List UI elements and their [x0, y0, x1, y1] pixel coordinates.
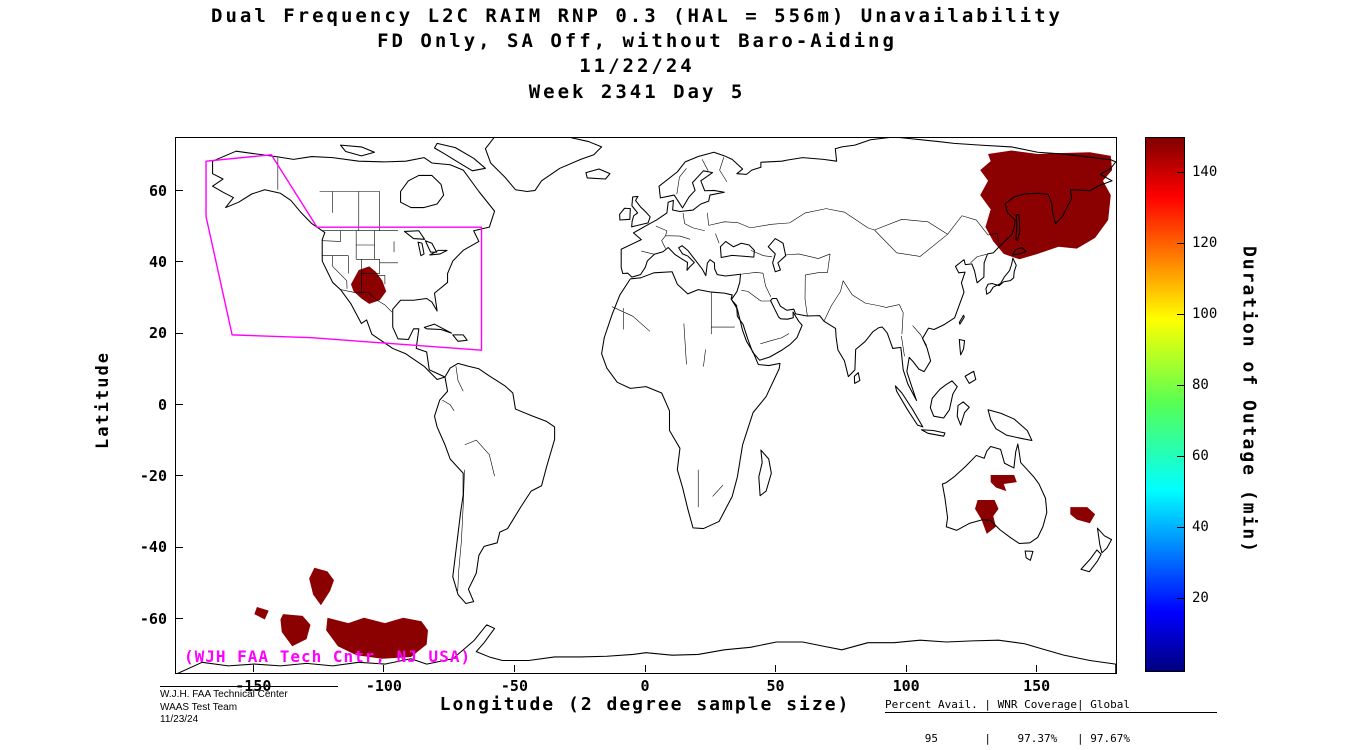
x-tick-mark [1036, 665, 1038, 672]
colorbar-tick-label: 60 [1192, 447, 1209, 464]
x-tick-mark [644, 665, 646, 672]
credits-line-3: 11/23/24 [160, 714, 199, 725]
y-tick-label: -40 [139, 538, 167, 557]
colorbar-tick-label: 140 [1192, 163, 1218, 180]
colorbar-tick-label: 120 [1192, 234, 1218, 251]
y-tick-label: -20 [139, 466, 167, 485]
plot-title-line-2: FD Only, SA Off, without Baro-Aiding [377, 30, 897, 52]
outage-region-northeast-asia [980, 150, 1113, 260]
colorbar-label: Duration of Outage (min) [1238, 245, 1260, 555]
outage-region-australia-south [975, 500, 999, 534]
colorbar-tick-mark [1177, 527, 1184, 529]
plot-title-line-1: Dual Frequency L2C RAIM RNP 0.3 (HAL = 5… [211, 5, 1063, 27]
outage-region-south-pacific-b [254, 607, 269, 620]
x-tick-mark [775, 665, 777, 672]
colorbar-tick-mark [1177, 314, 1184, 316]
y-tick-mark [176, 332, 183, 334]
colorbar-tick-mark [1177, 598, 1184, 600]
outage-region-tasman-east [1070, 507, 1096, 524]
outage-region-south-pacific-a [309, 567, 334, 606]
outage-region-us-southwest [350, 266, 387, 304]
colorbar-tick-mark [1177, 172, 1184, 174]
x-tick-mark [252, 665, 254, 672]
x-tick-mark [383, 665, 385, 672]
y-tick-mark [176, 475, 183, 477]
lakes-seas-outlines [401, 175, 786, 271]
credits-line-2: WAAS Test Team [160, 701, 238, 713]
outage-region-australia-north [990, 475, 1017, 492]
country-state-borders [278, 157, 999, 591]
y-tick-label: 0 [157, 395, 167, 414]
colorbar-tick-label: 80 [1192, 376, 1209, 393]
x-tick-label: 150 [1023, 677, 1051, 695]
africa-coastline [602, 272, 780, 529]
x-tick-label: 50 [766, 677, 785, 695]
world-map-svg [176, 138, 1116, 673]
north-america-coastline [213, 151, 495, 379]
south-america-coastline [435, 363, 555, 603]
y-tick-mark [176, 261, 183, 263]
outage-region-south-pacific-c [280, 614, 311, 647]
availability-table-row: 95 | 97.37% | 97.67% [885, 731, 1131, 745]
outage-regions-layer [254, 150, 1113, 659]
islands-coastlines [341, 143, 1112, 571]
credits-block: W.J.H. FAA Technical Center WAAS Test Te… [160, 686, 338, 727]
colorbar-tick-mark [1177, 456, 1184, 458]
y-tick-label: -60 [139, 609, 167, 628]
greenland-coastline [485, 138, 601, 192]
colorbar-tick-mark [1177, 385, 1184, 387]
eurasia-coastline [621, 138, 1116, 401]
x-tick-mark [513, 665, 515, 672]
x-tick-label: 0 [640, 677, 650, 695]
colorbar-tick-label: 40 [1192, 518, 1209, 535]
colorbar-tick-label: 100 [1192, 305, 1218, 322]
map-credit: (WJH FAA Tech Cntr, NJ USA) [184, 647, 472, 666]
y-tick-label: 20 [148, 324, 167, 343]
x-axis-label: Longitude (2 degree sample size) [439, 694, 851, 715]
waas-boundary-outline [206, 155, 481, 350]
credits-line-1: W.J.H. FAA Technical Center [160, 689, 288, 700]
x-tick-label: -150 [235, 677, 272, 695]
x-tick-label: -50 [500, 677, 528, 695]
x-tick-mark [905, 665, 907, 672]
availability-table: Percent Avail. | WNR Coverage| Global 95… [885, 681, 1217, 750]
waas-boundary-layer [206, 155, 481, 350]
x-tick-label: 100 [892, 677, 920, 695]
y-tick-mark [176, 546, 183, 548]
outage-region-south-pacific-d [326, 617, 428, 659]
y-tick-mark [176, 404, 183, 405]
antarctica-coastline [176, 625, 1115, 673]
x-tick-label: -100 [365, 677, 402, 695]
y-tick-label: 40 [148, 252, 167, 271]
colorbar [1145, 137, 1185, 672]
australia-coastline [942, 444, 1046, 544]
availability-table-header: Percent Avail. | WNR Coverage| Global [885, 699, 1217, 713]
y-tick-label: 60 [148, 181, 167, 200]
world-map-plot: (WJH FAA Tech Cntr, NJ USA) [175, 137, 1117, 674]
y-tick-mark [176, 190, 183, 191]
plot-title-line-3: 11/22/24 [579, 55, 695, 77]
colorbar-tick-mark [1177, 243, 1184, 245]
y-tick-mark [176, 618, 183, 619]
colorbar-tick-label: 20 [1192, 589, 1209, 606]
plot-title-line-4: Week 2341 Day 5 [528, 81, 746, 103]
